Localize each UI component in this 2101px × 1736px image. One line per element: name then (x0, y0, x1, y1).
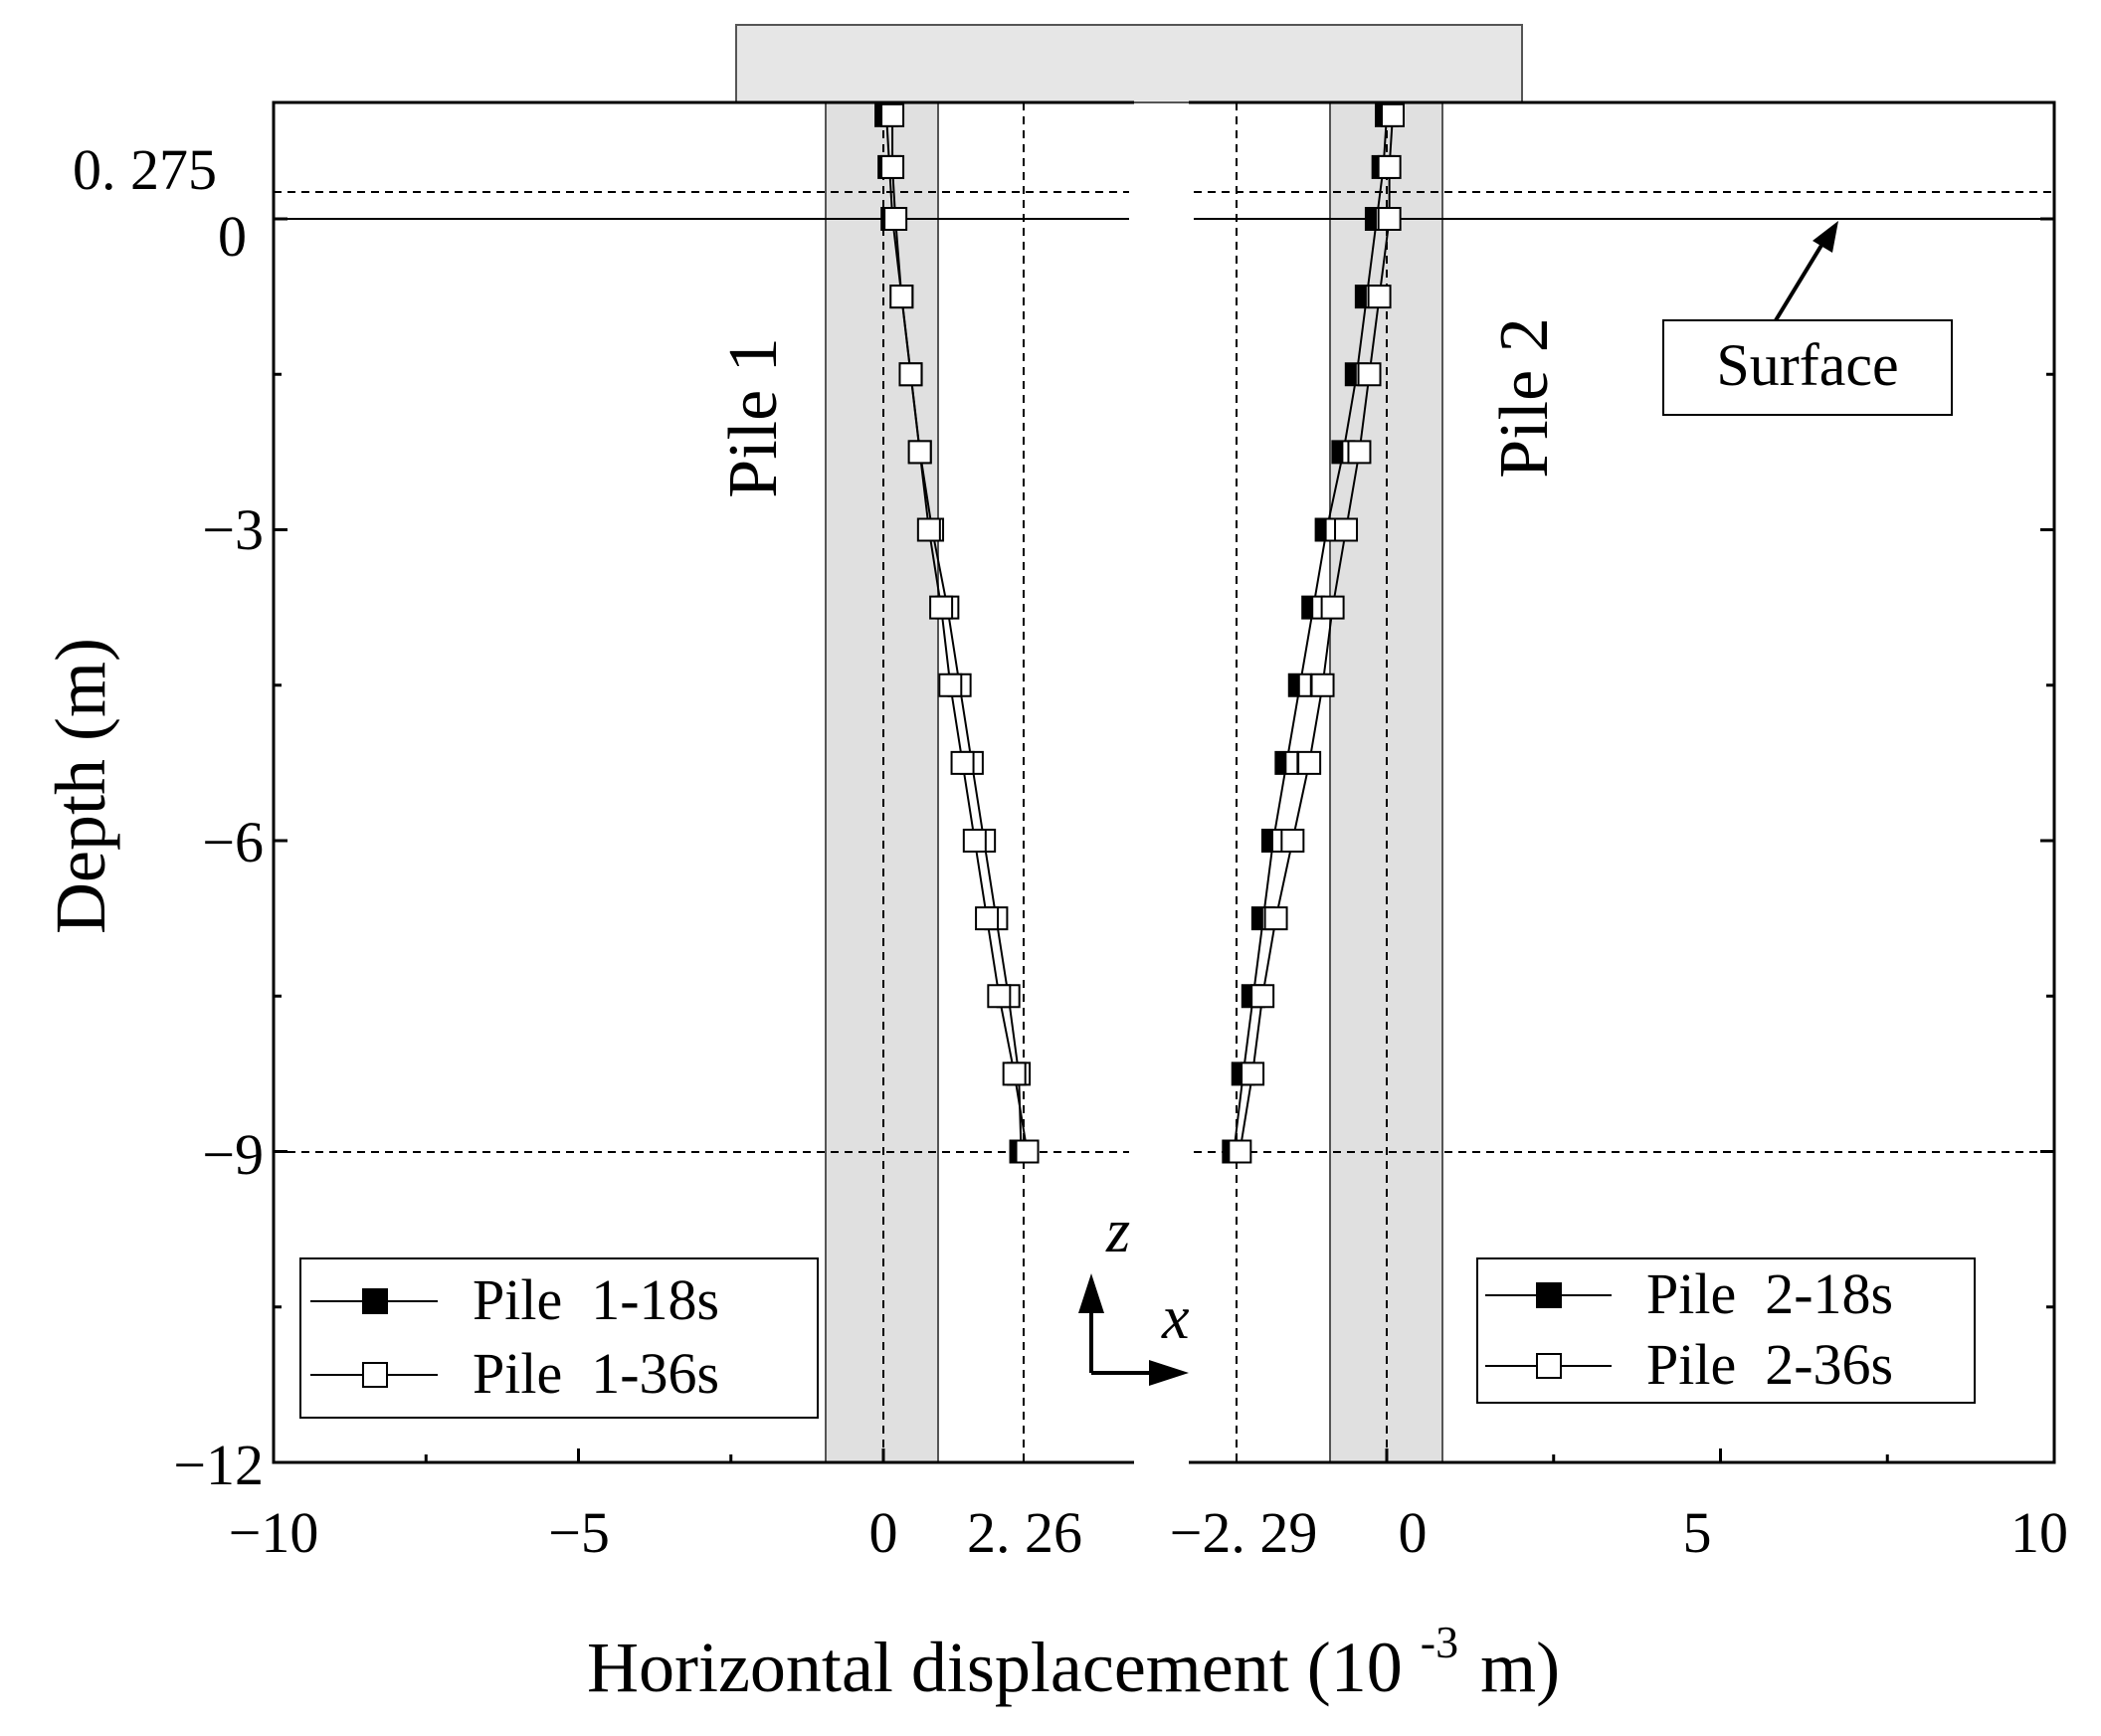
left-series-1-point (975, 906, 1000, 931)
pile-2-label: Pile 2 (1486, 317, 1563, 478)
series-layer (874, 102, 1405, 1164)
left-series-1-point (962, 829, 987, 853)
y-tick-label: 0 (218, 204, 247, 269)
legend-right: Pile 2-18s Pile 2-36s (1476, 1257, 1976, 1404)
left-series-1-point (880, 154, 905, 179)
left-series-1-point (898, 362, 923, 387)
right-series-1-point (1280, 829, 1305, 853)
right-series-0-point (1301, 595, 1326, 620)
legend-right-marker-2 (1536, 1353, 1562, 1379)
surface-label-box (1662, 319, 1953, 416)
legend-left: Pile 1-18s Pile 1-36s (299, 1257, 819, 1419)
y-tick-label: −12 (173, 1433, 264, 1497)
surface-label: Surface (1716, 332, 1898, 398)
y-tick-label: −6 (202, 810, 264, 874)
left-series-1-point (938, 673, 963, 697)
legend-left-marker-2 (362, 1362, 388, 1388)
x-axis-indicator-label: x (1161, 1284, 1190, 1352)
right-series-1-point (1263, 906, 1288, 931)
legend-right-label-2: Pile 2-36s (1646, 1332, 1893, 1397)
legend-left-box (299, 1257, 819, 1419)
z-axis-arrow-head (1078, 1273, 1104, 1313)
right-series-1-point (1367, 285, 1392, 309)
x-axis-arrow-head (1149, 1360, 1189, 1386)
legend-left-marker-1 (362, 1288, 388, 1314)
y-tick-label: −9 (202, 1122, 264, 1187)
x-tick-label: 0 (869, 1500, 898, 1565)
x-tick-label: 5 (1683, 1500, 1712, 1565)
y-tick-label: −3 (202, 497, 264, 562)
right-series-0-point (1274, 750, 1299, 775)
left-series-1-point (929, 595, 954, 620)
right-series-1-point (1357, 362, 1382, 387)
x-tick-label: 0 (1399, 1500, 1428, 1565)
right-series-1-point (1377, 207, 1402, 231)
left-series-1-point (883, 207, 908, 231)
reference-lines (274, 102, 2054, 1462)
coordinate-axes-indicator (1078, 1273, 1189, 1386)
x-axis-title-end: m) (1480, 1628, 1560, 1707)
x-axis-title-main: Horizontal displacement (10 (587, 1628, 1403, 1707)
left-series-1-point (907, 440, 932, 465)
y-axis-title: Depth (m) (41, 638, 120, 934)
right-series-1-point (1377, 154, 1402, 179)
x-tick-labels: −10 −5 0 2. 26 −2. 29 0 5 10 (229, 1500, 2068, 1565)
x-tick-label: −10 (229, 1500, 319, 1565)
right-series-1-point (1228, 1139, 1252, 1164)
axis-ticks (272, 217, 2056, 1464)
left-series-1-point (916, 517, 941, 542)
x-tick-label: −5 (548, 1500, 610, 1565)
right-series-1-point (1381, 102, 1405, 127)
z-axis-indicator-label: z (1105, 1198, 1130, 1265)
right-series-1-point (1320, 595, 1345, 620)
legend-left-label-2: Pile 1-36s (473, 1341, 719, 1406)
surface-arrow-head (1813, 221, 1838, 253)
left-panel-frame (272, 100, 1134, 1464)
pile-1-label: Pile 1 (715, 337, 792, 497)
left-series-1-point (987, 984, 1012, 1009)
right-series-1-point (1297, 750, 1322, 775)
left-series-1-point (1002, 1061, 1027, 1086)
left-series-1-point (950, 750, 975, 775)
legend-left-label-1: Pile 1-18s (473, 1267, 719, 1332)
x-axis-title-exponent: -3 (1421, 1617, 1458, 1667)
right-series-1-point (1334, 517, 1359, 542)
plot-frame (272, 100, 2056, 1464)
right-series-1-point (1250, 984, 1275, 1009)
left-series-1-point (889, 285, 914, 309)
x-axis-title: Horizontal displacement (10 -3 m) (587, 1594, 1560, 1707)
right-series-1-point (1347, 440, 1372, 465)
right-series-1-point (1241, 1061, 1265, 1086)
surface-arrow-line (1774, 237, 1827, 322)
right-series-0-point (1287, 673, 1312, 697)
y-tick-label: 0. 275 (73, 137, 217, 202)
x-tick-label: 2. 26 (967, 1500, 1082, 1565)
left-series-1-point (880, 102, 905, 127)
left-series-1-point (1015, 1139, 1040, 1164)
pile-cap (735, 24, 1523, 103)
y-tick-labels: 0. 275 0 −3 −6 −9 −12 (73, 137, 264, 1497)
legend-right-label-1: Pile 2-18s (1646, 1261, 1893, 1326)
legend-right-marker-1 (1536, 1282, 1562, 1308)
x-tick-label: 10 (2010, 1500, 2068, 1565)
right-panel-frame (1189, 100, 2056, 1464)
right-series-1-point (1310, 673, 1335, 697)
pile-1-body (825, 101, 939, 1463)
x-tick-label: −2. 29 (1170, 1500, 1318, 1565)
